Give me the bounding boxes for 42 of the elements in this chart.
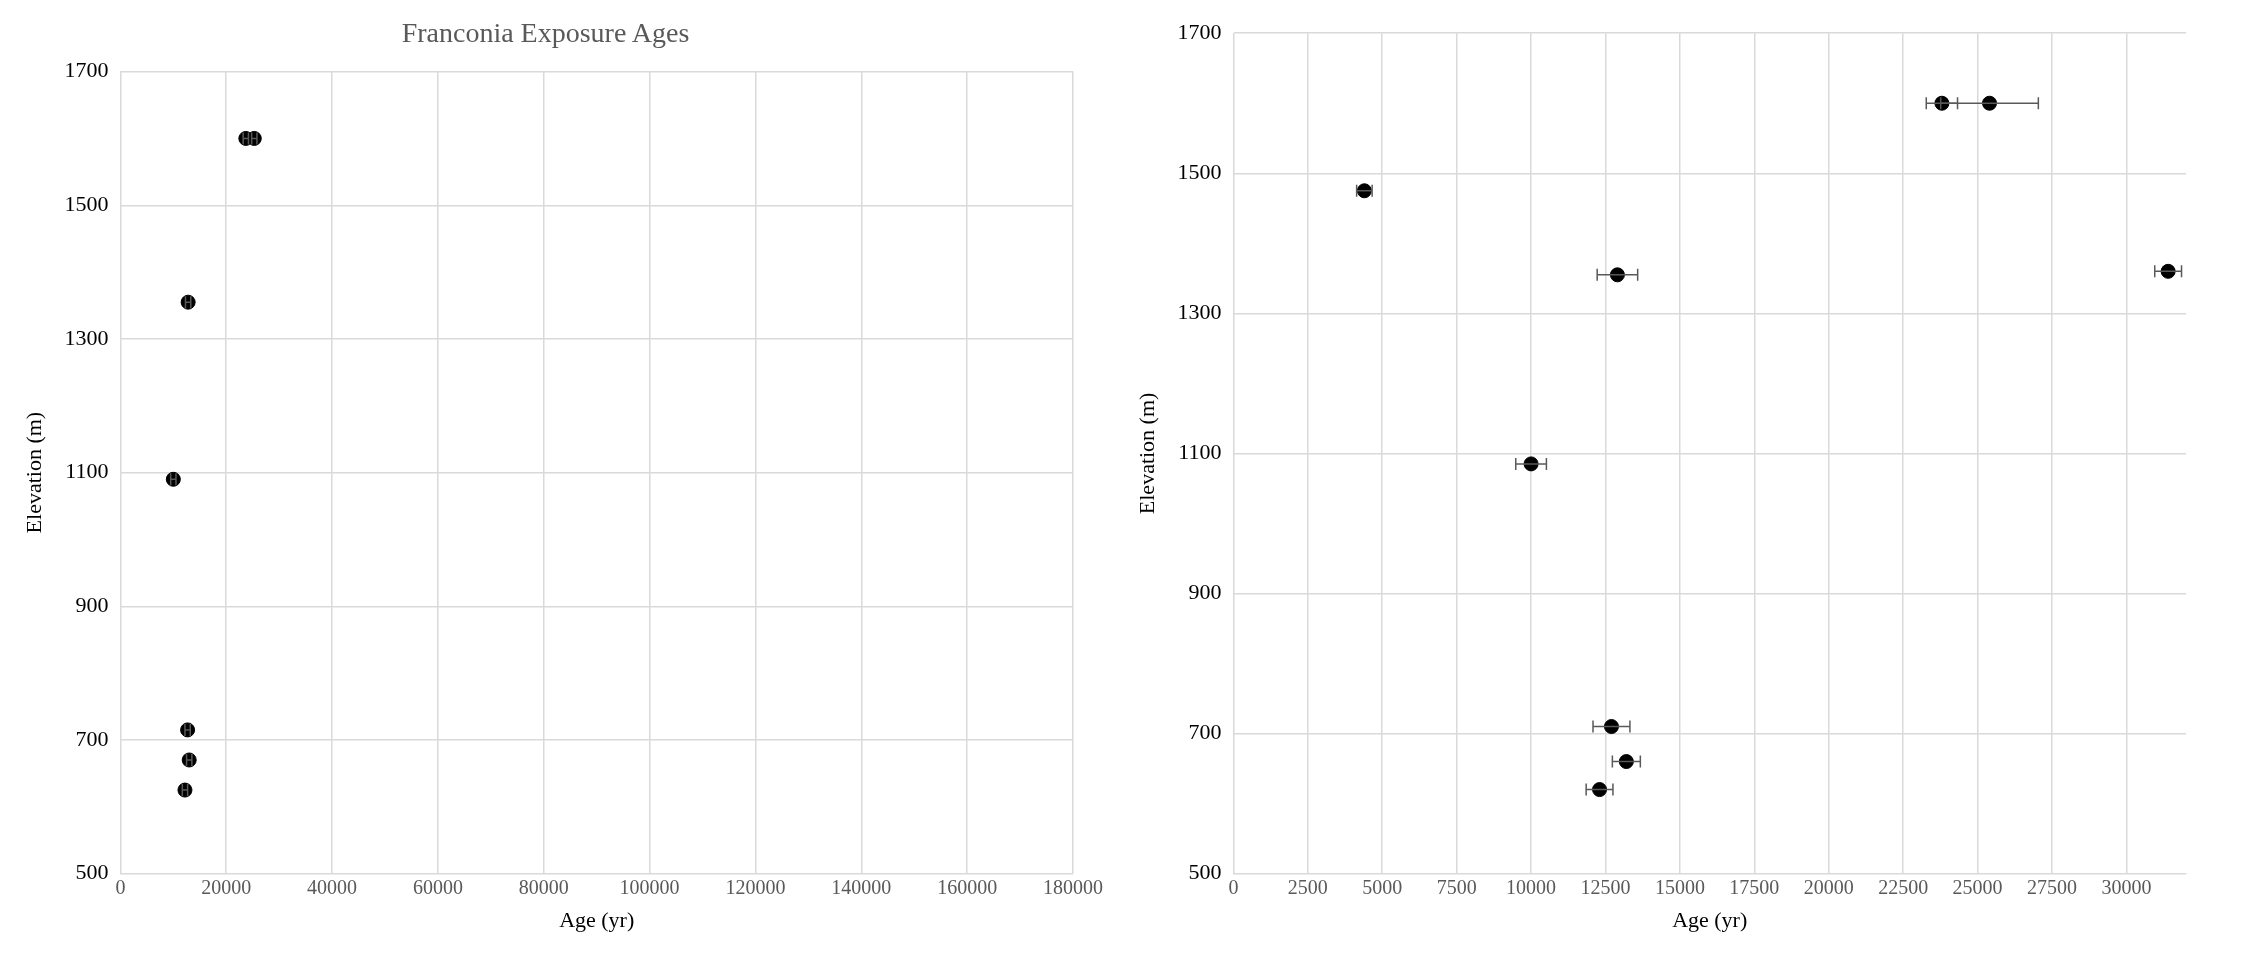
x-tick-label: 5000 [1362,875,1403,898]
x-tick-label: 80000 [518,875,569,898]
x-tick-label: 120000 [725,875,786,898]
x-tick-label: 0 [1228,875,1239,898]
y-tick-label: 900 [1188,579,1222,605]
x-tick-label: 17500 [1729,875,1780,898]
y-axis-title: Elevation (m) [20,411,46,534]
x-tick-label: 60000 [412,875,463,898]
y-tick-label: 700 [75,725,109,751]
x-tick-label: 2500 [1287,875,1328,898]
x-axis-title: Age (yr) [559,906,635,932]
x-tick-label: 20000 [1803,875,1854,898]
x-tick-label: 100000 [619,875,680,898]
y-tick-label: 1700 [1177,18,1222,44]
y-tick-label: 500 [1188,859,1222,885]
chart-title: Franconia Exposure Ages [401,17,690,49]
y-tick-label: 1100 [1178,439,1222,465]
x-tick-label: 180000 [1043,875,1103,898]
x-tick-label: 25000 [1952,875,2003,898]
y-tick-label: 1700 [64,57,109,83]
x-tick-label: 0 [115,875,126,898]
y-tick-label: 1500 [1177,159,1222,185]
y-tick-label: 1100 [65,458,109,484]
x-tick-label: 12500 [1580,875,1631,898]
y-tick-label: 1500 [64,191,109,217]
x-tick-label: 40000 [307,875,358,898]
x-tick-label: 30000 [2101,875,2152,898]
y-tick-label: 500 [75,859,109,885]
x-axis-title: Age (yr) [1672,906,1748,932]
y-tick-label: 1300 [64,324,109,350]
x-tick-label: 27500 [2027,875,2078,898]
y-tick-label: 900 [75,592,109,618]
x-tick-label: 7500 [1436,875,1477,898]
y-tick-label: 1300 [1177,299,1222,325]
y-axis-title: Elevation (m) [1133,392,1159,515]
x-tick-label: 15000 [1654,875,1705,898]
x-tick-label: 140000 [831,875,892,898]
y-tick-label: 700 [1188,719,1222,745]
x-tick-label: 20000 [201,875,252,898]
x-tick-label: 22500 [1878,875,1929,898]
x-tick-label: 160000 [937,875,998,898]
x-tick-label: 10000 [1506,875,1557,898]
